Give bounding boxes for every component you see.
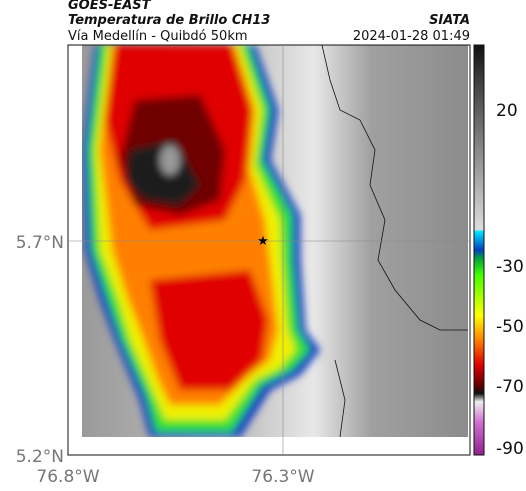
lon-label: 76.3°W: [251, 467, 314, 487]
lat-label: 5.2°N: [16, 447, 64, 467]
subtitle: Vía Medellín - Quibdó 50km: [68, 29, 248, 44]
satellite-image: [82, 45, 468, 437]
timestamp: 2024-01-28 01:49: [353, 29, 470, 44]
svg-text:★: ★: [257, 234, 269, 249]
lat-label: 5.7°N: [16, 233, 64, 253]
source: GOES-EAST: [68, 0, 152, 13]
colorbar-tick-label: 20: [496, 101, 518, 121]
colorbar-tick-label: -70: [496, 377, 524, 397]
colorbar-tick-label: -50: [496, 317, 524, 337]
lon-label: 76.8°W: [36, 467, 99, 487]
colorbar-tick-label: -30: [496, 257, 524, 277]
brand: SIATA: [429, 13, 470, 28]
title: Temperatura de Brillo CH13: [68, 13, 270, 28]
colorbar: [473, 44, 485, 456]
colorbar-tick-label: -90: [496, 439, 524, 459]
